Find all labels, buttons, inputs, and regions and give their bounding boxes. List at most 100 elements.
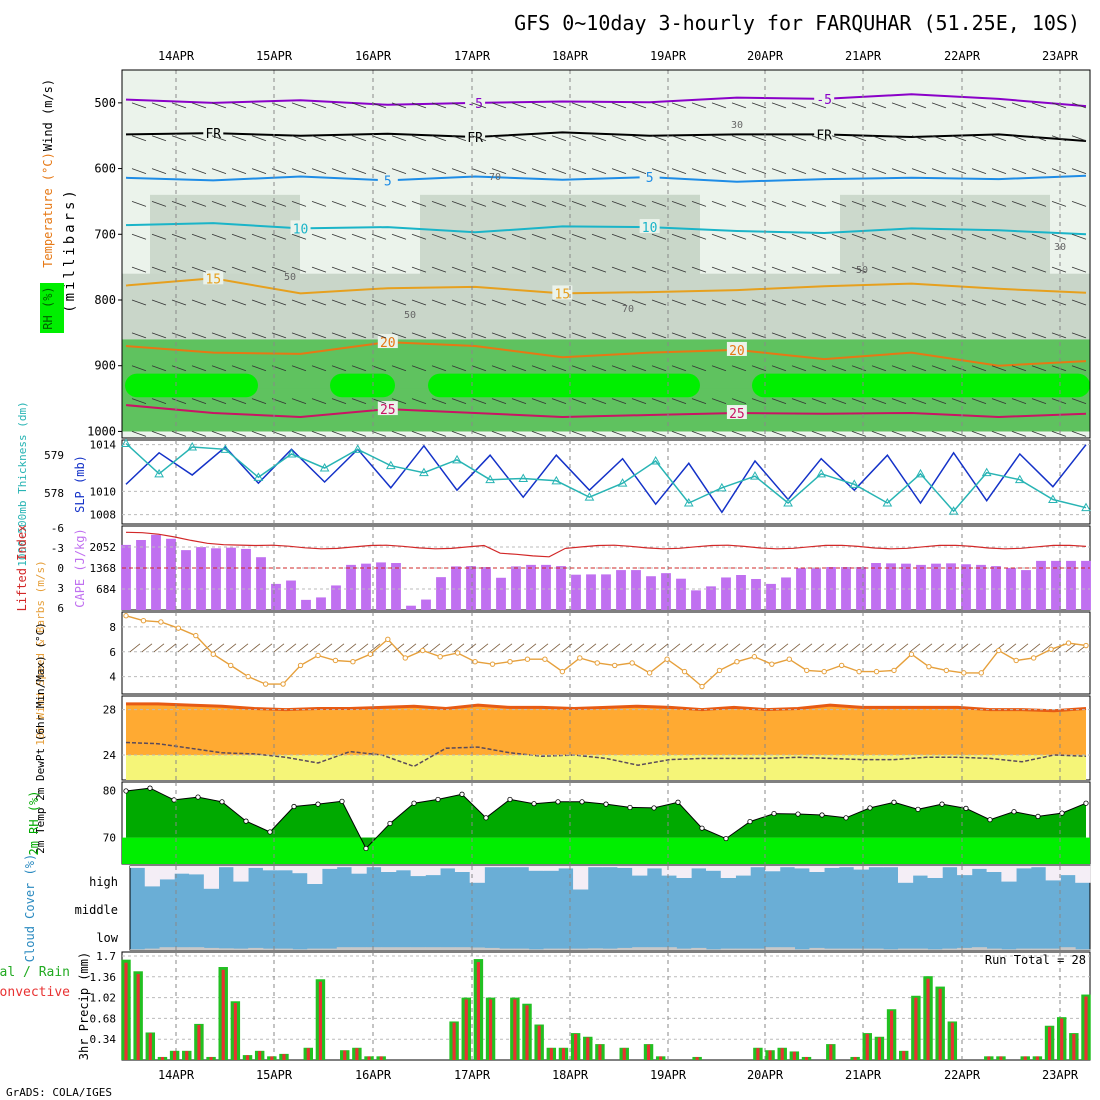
surface-wind-barb — [1005, 643, 1017, 653]
wind-barb — [391, 398, 407, 404]
precip-convective-bar — [452, 1022, 456, 1060]
wind-barb — [871, 233, 887, 240]
wind-barb — [851, 102, 867, 109]
wind-barb — [671, 266, 687, 273]
cape-bar — [406, 605, 416, 610]
cloud-low-fill — [307, 948, 323, 950]
cloud-low-fill — [558, 948, 574, 950]
precip-tick-label: 1.02 — [90, 992, 117, 1005]
cape-bar — [421, 599, 431, 610]
wind-barb — [691, 431, 707, 437]
wind-barb — [571, 266, 587, 273]
wind-barb — [511, 168, 527, 174]
surface-wind-barb — [453, 643, 465, 653]
wind-barb — [1031, 398, 1047, 404]
isotherm-label: 25 — [729, 407, 745, 422]
surface-wind-barb — [933, 643, 945, 653]
wind-barb — [251, 365, 267, 372]
precip-convective-bar — [367, 1056, 371, 1060]
date-label-top: 18APR — [552, 49, 589, 63]
wind-barb — [371, 398, 387, 404]
cape-bar — [751, 578, 761, 610]
wind-barb — [911, 233, 927, 240]
wind-barb — [1051, 398, 1067, 404]
surface-wind-barb — [801, 643, 813, 653]
rh-saturated-blob — [752, 373, 1090, 398]
wind-barb — [831, 201, 847, 207]
wind-barb — [1071, 299, 1087, 306]
wind-barb — [191, 398, 207, 404]
precip-convective-bar — [160, 1057, 165, 1060]
cloud-high-gap — [292, 866, 308, 874]
cape-bar — [1051, 560, 1061, 610]
cape-bar — [526, 564, 536, 610]
date-label-bottom: 20APR — [747, 1068, 784, 1082]
wind-barb — [231, 365, 247, 372]
temp-tick-label: 24 — [103, 749, 117, 762]
wind-barb — [511, 365, 527, 372]
thickness-marker — [253, 472, 264, 481]
wind-barb — [531, 398, 547, 404]
wind-barb — [831, 266, 847, 273]
cape-bar — [766, 583, 776, 610]
wind-barb — [651, 431, 667, 437]
wind-barb — [191, 135, 207, 142]
wind-barb — [211, 168, 227, 174]
cape-bar — [781, 577, 791, 610]
wind-barb — [591, 398, 607, 404]
wind-barb — [351, 168, 367, 174]
wind-barb — [871, 431, 887, 437]
thickness-marker — [419, 467, 429, 477]
wind-barb — [551, 102, 567, 109]
wind-barb — [311, 398, 327, 404]
wind-speed-marker — [454, 650, 461, 656]
wind-barb — [851, 168, 867, 174]
precip-convective-bar — [476, 962, 480, 1060]
wind-barb — [191, 168, 207, 174]
cloud-low-fill — [528, 949, 544, 950]
wind-barb — [211, 201, 227, 207]
cloud-high-gap — [262, 866, 279, 871]
wind-barb — [1051, 135, 1067, 142]
wind-barb — [451, 398, 467, 404]
precip-tick-label: 1.36 — [90, 971, 117, 984]
precip-convective-bar — [148, 1033, 152, 1060]
wind-barb — [1031, 266, 1047, 273]
wind-barb — [771, 332, 787, 339]
isotherm-label-bg — [203, 125, 224, 140]
cloud-low-fill — [765, 947, 781, 950]
wind-speed-marker — [804, 667, 810, 674]
wind-speed-marker — [385, 636, 391, 643]
wind-barb — [1011, 102, 1027, 109]
cloud-high-gap — [218, 866, 234, 868]
precip-convective-bar — [889, 1010, 894, 1060]
cloud-high-gap — [469, 866, 485, 883]
precip-convective-bar — [926, 978, 930, 1060]
wind-barb — [851, 431, 867, 437]
cloud-high-gap — [986, 866, 1002, 872]
wind-barb — [311, 365, 327, 372]
wind-barb — [571, 431, 587, 437]
wind-barb — [591, 201, 607, 207]
wind-barb — [151, 398, 167, 404]
surface-wind-barb — [921, 643, 933, 653]
wind-barb — [351, 266, 367, 273]
precip-convective-bar — [756, 1048, 760, 1060]
wind-barb — [611, 266, 627, 273]
surface-wind-barb — [597, 643, 609, 653]
wind-barb — [1051, 233, 1067, 240]
wind-barb — [451, 201, 467, 207]
cloud-high-gap — [322, 866, 338, 869]
wind-barb — [1011, 233, 1027, 240]
wind-barb — [151, 431, 167, 437]
wind-barb — [931, 135, 947, 142]
wind-barb — [811, 398, 827, 404]
wind-barb — [231, 398, 247, 404]
wind-barb — [1071, 398, 1087, 404]
wind-barb — [431, 102, 447, 109]
wind-barb — [331, 266, 347, 273]
cloud-low-fill — [218, 948, 234, 950]
cloud-low-fill — [1060, 947, 1076, 950]
wind-barb — [891, 398, 907, 404]
precip-convective-bar — [209, 1057, 213, 1060]
